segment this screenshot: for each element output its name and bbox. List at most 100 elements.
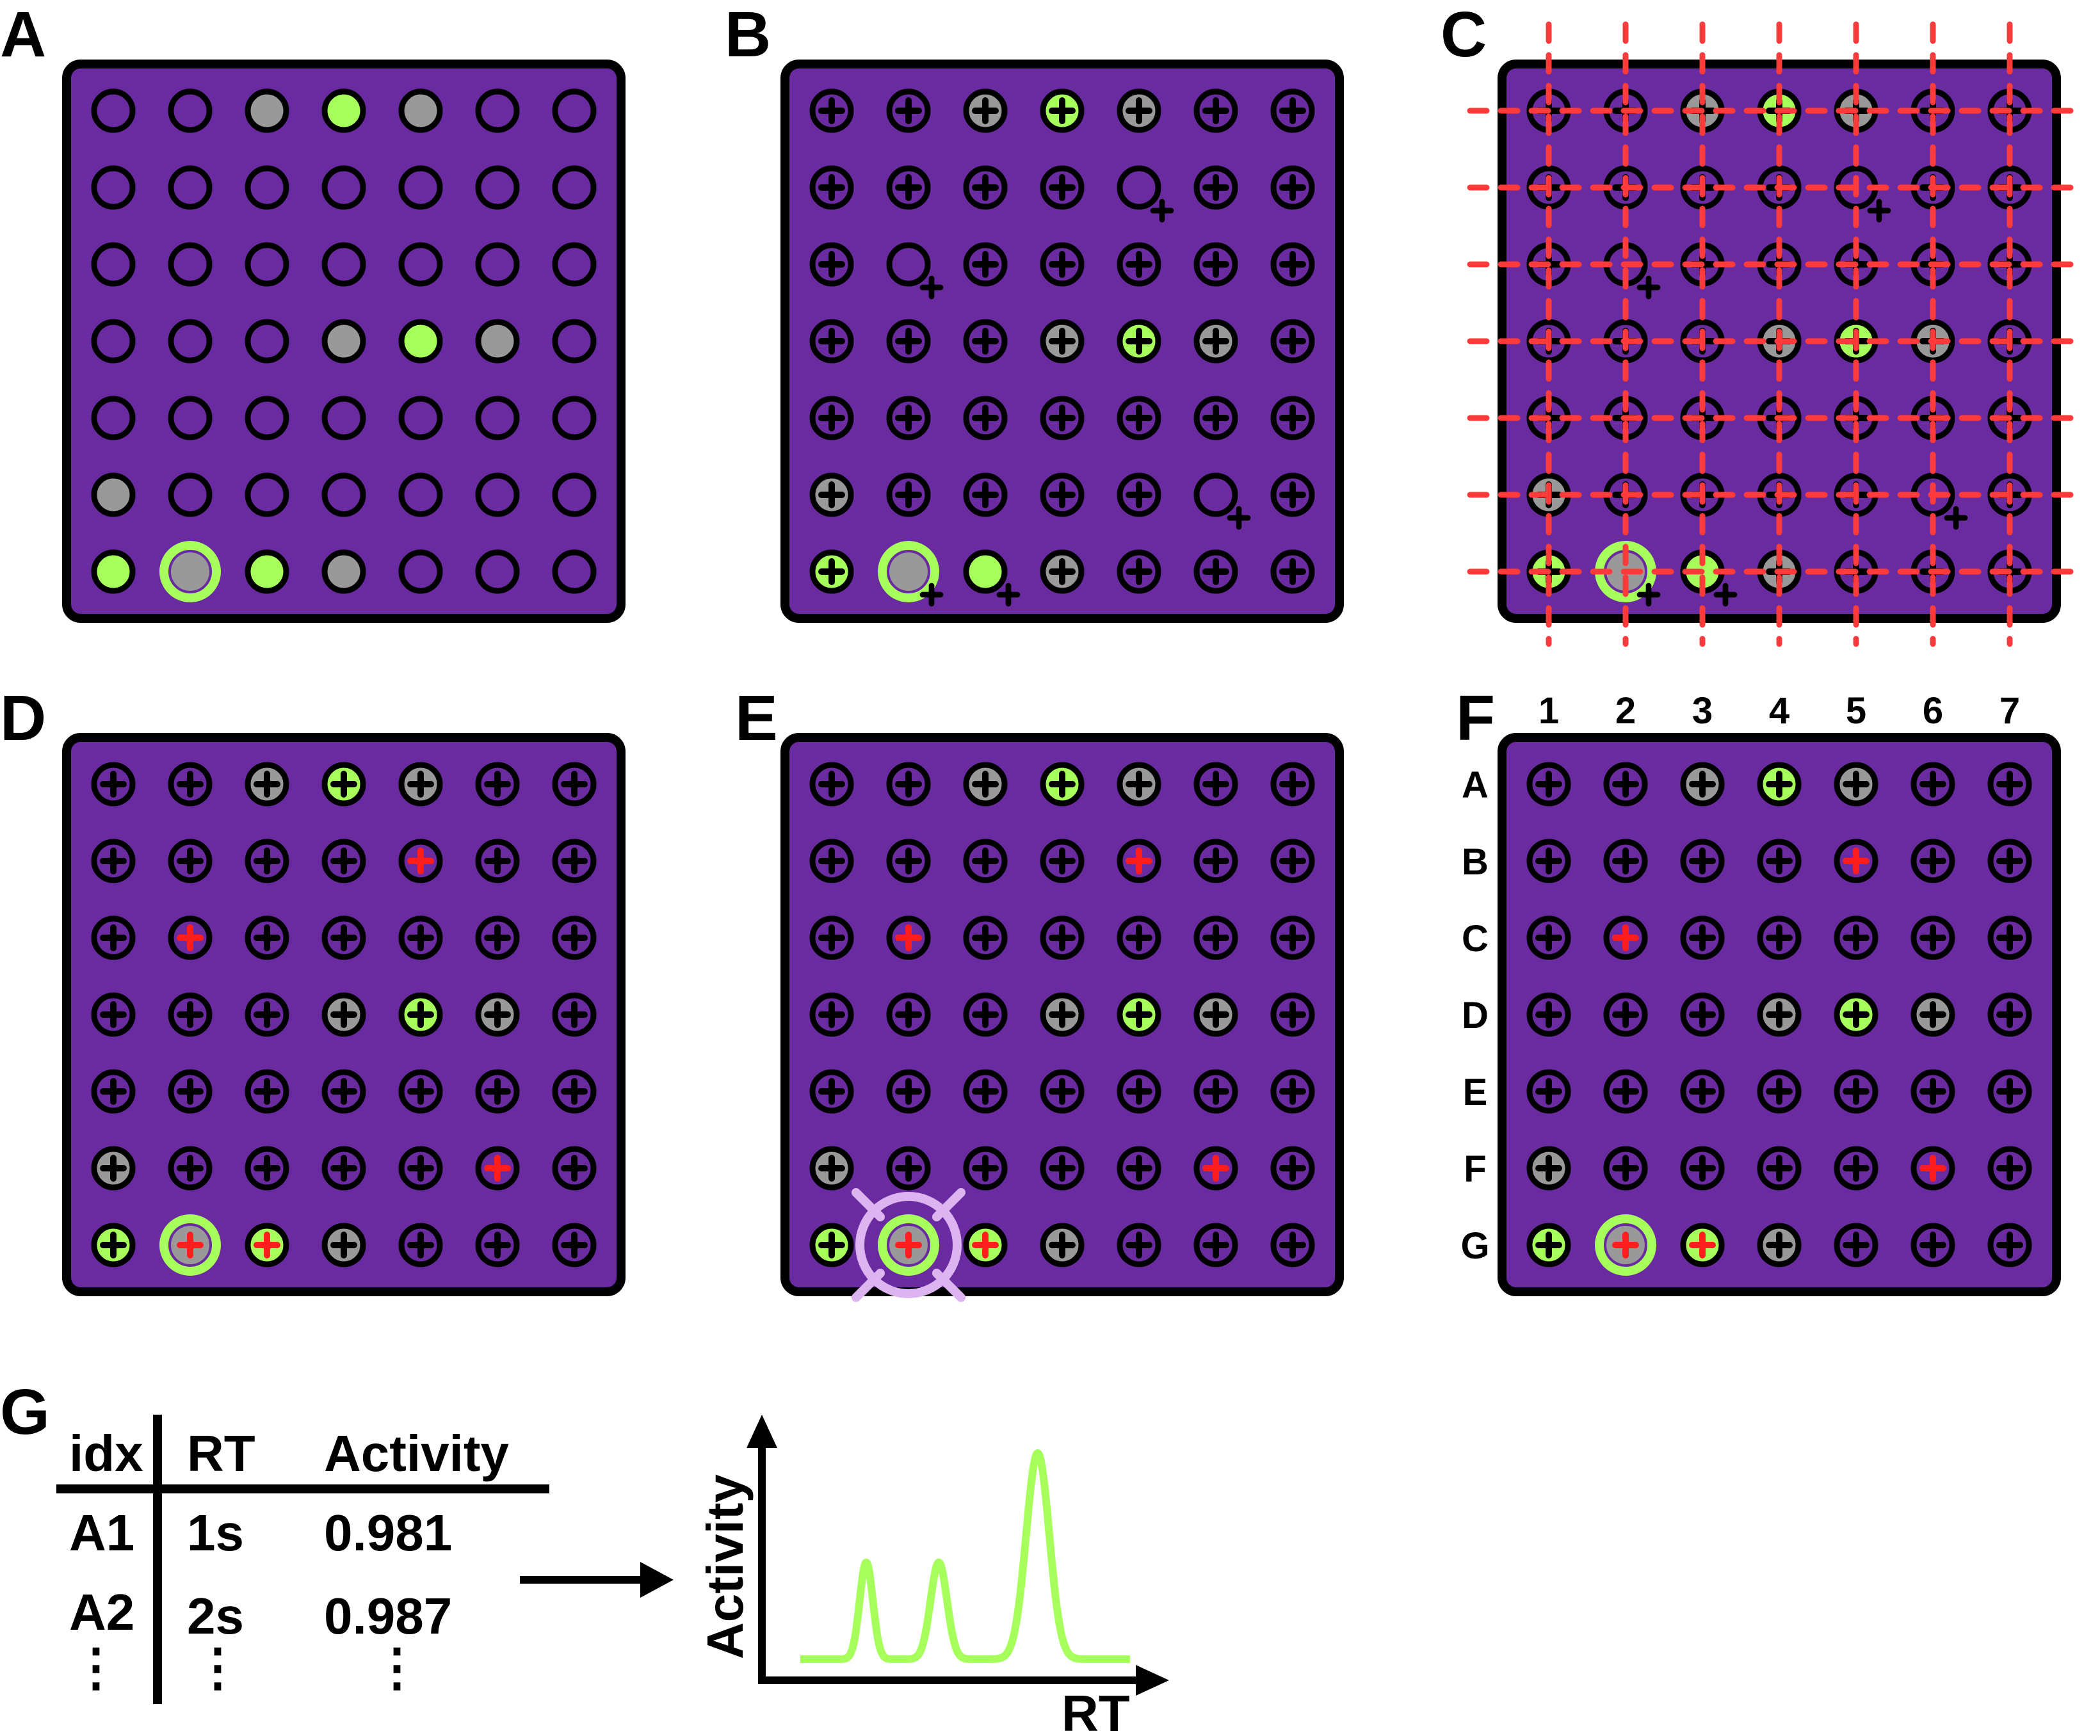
well — [398, 1069, 443, 1114]
feature-mark — [972, 97, 999, 124]
well — [552, 165, 597, 210]
well — [1910, 762, 1955, 807]
well — [91, 242, 136, 287]
well — [321, 319, 366, 364]
well — [1757, 1223, 1802, 1267]
well — [1526, 762, 1571, 807]
well — [1910, 839, 1955, 883]
feature-mark — [1279, 1232, 1306, 1258]
well — [963, 762, 1008, 807]
table-cell: 0.987 — [324, 1587, 452, 1644]
well — [1040, 1223, 1085, 1267]
well — [1680, 839, 1725, 883]
well — [963, 242, 1008, 287]
well — [475, 839, 520, 883]
feature-mark — [972, 924, 999, 951]
feature-mark — [1996, 924, 2023, 951]
well — [1987, 839, 2032, 883]
row-label: F — [1464, 1148, 1486, 1190]
feature-mark — [1202, 771, 1229, 798]
well-ring — [1117, 165, 1161, 210]
feature-mark — [818, 405, 845, 431]
table-header-idx: idx — [69, 1425, 143, 1482]
feature-mark — [177, 848, 204, 874]
well-ring — [168, 242, 213, 287]
feature-mark — [561, 1155, 588, 1182]
table-cell: 0.981 — [324, 1504, 452, 1561]
well — [809, 915, 854, 960]
well — [1680, 1146, 1725, 1191]
feature-mark — [484, 924, 511, 951]
active-feature-mark — [1612, 1232, 1639, 1258]
row-label: B — [1462, 841, 1489, 883]
well-ring — [398, 242, 443, 287]
well-highlight-ring — [878, 1214, 939, 1276]
well — [245, 319, 289, 364]
well-ring — [398, 472, 443, 517]
column-label: 1 — [1539, 690, 1559, 732]
well — [321, 242, 366, 287]
well — [963, 396, 1008, 440]
results-table: idx RT Activity A1 1s 0.981 A2 2s 0.987 … — [56, 1415, 549, 1704]
feature-mark — [254, 1155, 280, 1182]
feature-mark — [1919, 1078, 1946, 1105]
feature-mark — [1843, 1078, 1870, 1105]
feature-mark — [1049, 1001, 1076, 1028]
y-axis-label: Activity — [697, 1474, 754, 1659]
feature-mark — [1049, 481, 1076, 508]
feature-mark — [1996, 771, 2023, 798]
well-ring — [321, 242, 366, 287]
well — [1270, 1223, 1315, 1267]
well — [91, 839, 136, 883]
well — [398, 762, 443, 807]
well — [1117, 88, 1161, 133]
active-feature-mark — [407, 848, 434, 874]
well-ring — [963, 549, 1008, 594]
well — [475, 1223, 520, 1267]
feature-mark — [1535, 1155, 1562, 1182]
well — [963, 915, 1008, 960]
well — [886, 1146, 931, 1191]
feature-mark — [818, 1155, 845, 1182]
well — [963, 549, 1021, 607]
well — [91, 165, 136, 210]
feature-mark — [1996, 1155, 2023, 1182]
well-ring — [1193, 472, 1238, 517]
well — [475, 88, 520, 133]
active-feature-mark — [177, 1232, 204, 1258]
well — [1040, 1146, 1085, 1191]
well — [245, 242, 289, 287]
table-cell: A2 — [69, 1584, 134, 1641]
well — [963, 165, 1008, 210]
feature-mark — [1996, 1001, 2023, 1028]
feature-mark — [561, 848, 588, 874]
feature-mark — [561, 1232, 588, 1258]
well — [398, 319, 443, 364]
plate-panel-c: C — [1441, 0, 2085, 647]
well — [1117, 992, 1161, 1037]
well — [1270, 396, 1315, 440]
well — [1987, 1223, 2032, 1267]
well-ring — [475, 396, 520, 440]
well — [963, 839, 1008, 883]
well — [552, 319, 597, 364]
well — [1040, 762, 1085, 807]
active-feature-mark — [177, 924, 204, 951]
well — [168, 839, 213, 883]
well — [809, 839, 854, 883]
feature-mark — [1689, 848, 1716, 874]
well-ring — [552, 242, 597, 287]
feature-mark — [818, 558, 845, 585]
feature-mark — [561, 771, 588, 798]
feature-mark — [1689, 1155, 1716, 1182]
well-ring — [91, 88, 136, 133]
well — [1040, 839, 1085, 883]
feature-mark — [818, 481, 845, 508]
well — [1193, 88, 1238, 133]
feature-mark — [330, 1001, 357, 1028]
well — [1910, 915, 1955, 960]
well-ring — [398, 319, 443, 364]
feature-mark — [1766, 1155, 1793, 1182]
active-feature-mark — [484, 1155, 511, 1182]
well — [886, 396, 931, 440]
